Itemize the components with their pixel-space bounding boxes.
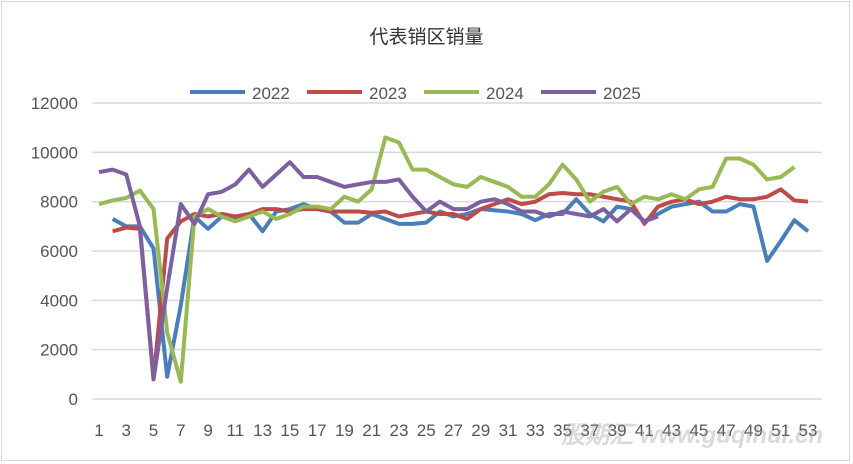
x-tick-label: 9 <box>203 421 212 440</box>
y-tick-label: 2000 <box>40 341 78 360</box>
y-tick-label: 12000 <box>31 94 78 113</box>
x-tick-label: 21 <box>362 421 381 440</box>
legend-label-2022: 2022 <box>252 84 290 103</box>
x-tick-label: 39 <box>608 421 627 440</box>
y-tick-label: 6000 <box>40 242 78 261</box>
x-tick-label: 35 <box>553 421 572 440</box>
x-tick-label: 3 <box>122 421 131 440</box>
x-tick-label: 29 <box>471 421 490 440</box>
y-tick-label: 4000 <box>40 291 78 310</box>
watermark: 股期汇 www.guqihui.cn <box>561 422 823 449</box>
y-tick-label: 0 <box>69 390 78 409</box>
x-tick-label: 15 <box>280 421 299 440</box>
x-tick-label: 13 <box>253 421 272 440</box>
x-tick-label: 7 <box>176 421 185 440</box>
legend-label-2025: 2025 <box>603 84 641 103</box>
x-tick-label: 43 <box>662 421 681 440</box>
x-tick-label: 1 <box>94 421 103 440</box>
x-tick-label: 41 <box>635 421 654 440</box>
x-tick-label: 49 <box>744 421 763 440</box>
x-tick-label: 53 <box>799 421 818 440</box>
x-tick-label: 31 <box>499 421 518 440</box>
series-line-2025 <box>98 160 659 382</box>
x-tick-label: 17 <box>308 421 327 440</box>
x-tick-label: 51 <box>771 421 790 440</box>
x-tick-label: 47 <box>717 421 736 440</box>
y-tick-label: 10000 <box>31 143 78 162</box>
chart-title: 代表销区销量 <box>369 26 484 48</box>
x-tick-label: 45 <box>689 421 708 440</box>
legend-label-2024: 2024 <box>486 84 524 103</box>
series-line-2024 <box>98 135 796 384</box>
legend-label-2023: 2023 <box>369 84 407 103</box>
x-tick-label: 19 <box>335 421 354 440</box>
x-tick-label: 37 <box>580 421 599 440</box>
series-line-2023 <box>112 187 809 382</box>
x-tick-label: 23 <box>390 421 409 440</box>
x-tick-label: 33 <box>526 421 545 440</box>
x-tick-label: 5 <box>149 421 158 440</box>
x-tick-label: 11 <box>227 421 245 440</box>
x-tick-label: 25 <box>417 421 436 440</box>
x-tick-label: 27 <box>444 421 463 440</box>
y-tick-label: 8000 <box>40 193 78 212</box>
